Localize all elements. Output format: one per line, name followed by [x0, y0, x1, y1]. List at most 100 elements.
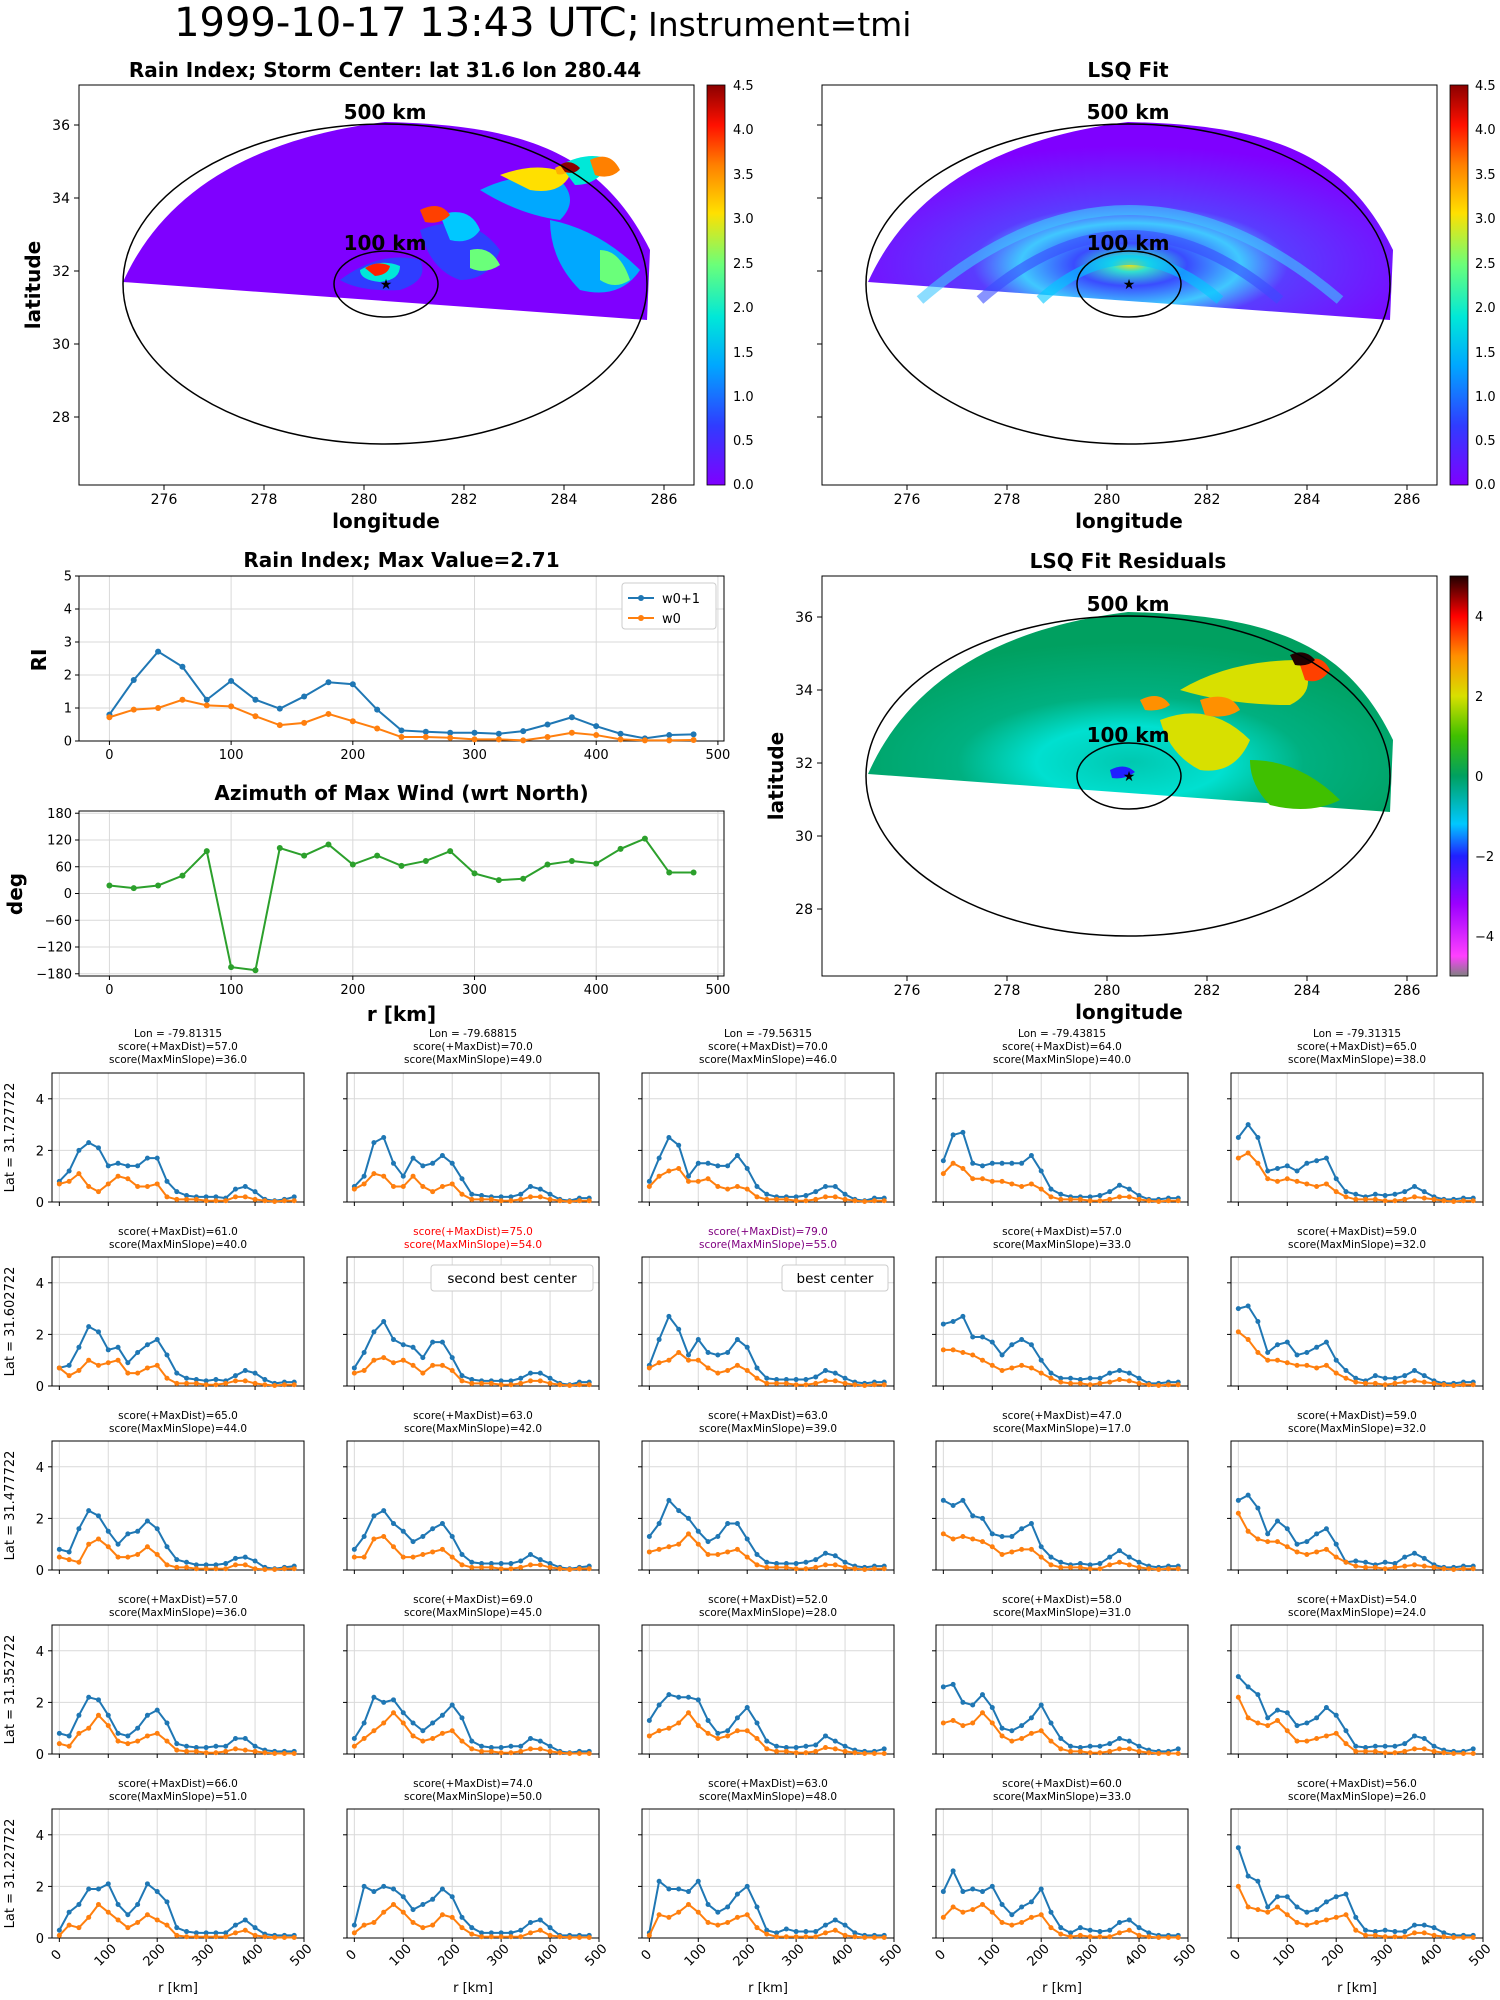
- series-point-w0plus1: [852, 1930, 858, 1936]
- x-tick-label: 300: [462, 748, 487, 763]
- series-point-w0plus1: [989, 1160, 995, 1166]
- series-point-w0: [999, 1552, 1005, 1558]
- y-axis-label: RI: [27, 649, 51, 672]
- y-tick-label: 3: [64, 636, 72, 651]
- y-tick-label: 0: [36, 1380, 44, 1395]
- series-point-w0: [66, 1922, 72, 1928]
- series-point-w0: [881, 1750, 887, 1756]
- series-point-w0plus1: [774, 1377, 780, 1383]
- series-point-w0plus1: [390, 1337, 396, 1343]
- series-point-w0plus1: [420, 1901, 426, 1907]
- panel-score-slope: score(MaxMinSlope)=26.0: [1288, 1791, 1426, 1803]
- svg-text:30: 30: [52, 337, 70, 353]
- series-point-1: [666, 737, 673, 744]
- series-point-w0: [940, 1720, 946, 1726]
- series-point-w0plus1: [1431, 1925, 1437, 1931]
- series-point-w0: [1460, 1934, 1466, 1940]
- series-point-w0: [842, 1748, 848, 1754]
- series-point-w0: [734, 1914, 740, 1920]
- series-point-w0plus1: [783, 1926, 789, 1932]
- series-point-w0plus1: [479, 1930, 485, 1936]
- series-point-w0plus1: [56, 1927, 62, 1933]
- series-point-w0: [1048, 1925, 1054, 1931]
- series-point-w0plus1: [203, 1194, 209, 1200]
- series-point-w0: [1431, 1196, 1437, 1202]
- series-point-w0plus1: [498, 1930, 504, 1936]
- series-point-0: [155, 648, 162, 655]
- series-point-w0plus1: [1343, 1891, 1349, 1897]
- series-point-w0: [979, 1710, 985, 1716]
- y-axis-label: deg: [3, 873, 27, 915]
- series-point-w0plus1: [989, 1883, 995, 1889]
- series-point-w0plus1: [518, 1743, 524, 1749]
- series-point-w0plus1: [469, 1377, 475, 1383]
- series-point-w0: [1441, 1934, 1447, 1940]
- svg-text:4.5: 4.5: [1475, 79, 1496, 94]
- series-point-w0plus1: [498, 1745, 504, 1751]
- series-point-w0: [1107, 1748, 1113, 1754]
- series-point-w0: [86, 1914, 92, 1920]
- lsq-fit-x-ticks: 276 278 280 282 284 286: [894, 492, 1421, 508]
- series-point-w0: [666, 1357, 672, 1363]
- series-point-w0plus1: [1421, 1736, 1427, 1742]
- svg-text:2: 2: [1475, 690, 1483, 705]
- series-point-w0plus1: [695, 1337, 701, 1343]
- plot-frame: [51, 1256, 305, 1387]
- series-point-1: [203, 702, 210, 709]
- svg-text:284: 284: [1294, 983, 1321, 999]
- series-point-w0: [725, 1186, 731, 1192]
- series-point-w0: [813, 1564, 819, 1570]
- series-point-w0plus1: [1087, 1927, 1093, 1933]
- series-point-w0plus1: [95, 1329, 101, 1335]
- y-tick-label: 4: [36, 1277, 44, 1292]
- svg-text:32: 32: [52, 264, 70, 280]
- panel-score-maxdist: score(+MaxDist)=70.0: [708, 1041, 828, 1053]
- series-point-w0: [557, 1382, 563, 1388]
- series-point-w0: [518, 1934, 524, 1940]
- series-point-w0plus1: [390, 1697, 396, 1703]
- series-point-0: [690, 869, 697, 876]
- series-point-w0plus1: [400, 1894, 406, 1900]
- series-point-w0plus1: [537, 1738, 543, 1744]
- series-point-w0: [685, 1178, 691, 1184]
- series-point-w0: [371, 1536, 377, 1542]
- x-tick-label: 300: [1369, 1941, 1397, 1969]
- series-point-w0plus1: [813, 1189, 819, 1195]
- panel-score-slope: score(MaxMinSlope)=24.0: [1288, 1607, 1426, 1619]
- series-point-w0plus1: [154, 1889, 160, 1895]
- series-point-w0: [940, 1531, 946, 1537]
- series-point-w0: [1019, 1736, 1025, 1742]
- series-point-w0plus1: [1107, 1370, 1113, 1376]
- series-point-w0: [1028, 1181, 1034, 1187]
- series-point-w0plus1: [184, 1193, 190, 1199]
- series-point-w0plus1: [390, 1160, 396, 1166]
- series-point-w0plus1: [381, 1135, 387, 1140]
- series-point-w0plus1: [989, 1531, 995, 1537]
- series-point-w0: [262, 1566, 268, 1572]
- series-point-w0: [1136, 1748, 1142, 1754]
- panel-score-maxdist: score(+MaxDist)=70.0: [413, 1041, 533, 1053]
- series-point-w0plus1: [430, 1160, 436, 1166]
- series-point-w0plus1: [1274, 1707, 1280, 1713]
- y-tick-label: 4: [64, 603, 72, 618]
- series-point-w0plus1: [656, 1521, 662, 1527]
- series-point-w0: [351, 1554, 357, 1560]
- series-point-w0plus1: [970, 1886, 976, 1892]
- series-point-w0: [666, 1544, 672, 1550]
- series-point-w0: [76, 1171, 82, 1177]
- series-point-w0: [1323, 1917, 1329, 1923]
- series-point-w0: [557, 1198, 563, 1204]
- series-point-w0: [1097, 1380, 1103, 1386]
- series-point-w0: [715, 1552, 721, 1558]
- panel-score-maxdist: score(+MaxDist)=66.0: [118, 1778, 238, 1790]
- series-point-w0: [1165, 1934, 1171, 1940]
- series-point-w0: [774, 1196, 780, 1202]
- series-point-w0: [439, 1912, 445, 1918]
- series-point-w0: [1058, 1196, 1064, 1202]
- series-point-w0: [656, 1360, 662, 1366]
- series-point-w0: [272, 1566, 278, 1572]
- series-point-w0: [527, 1378, 533, 1384]
- panel-score-maxdist: score(+MaxDist)=64.0: [1002, 1041, 1122, 1053]
- series-point-w0plus1: [744, 1536, 750, 1542]
- series-point-1: [544, 734, 551, 741]
